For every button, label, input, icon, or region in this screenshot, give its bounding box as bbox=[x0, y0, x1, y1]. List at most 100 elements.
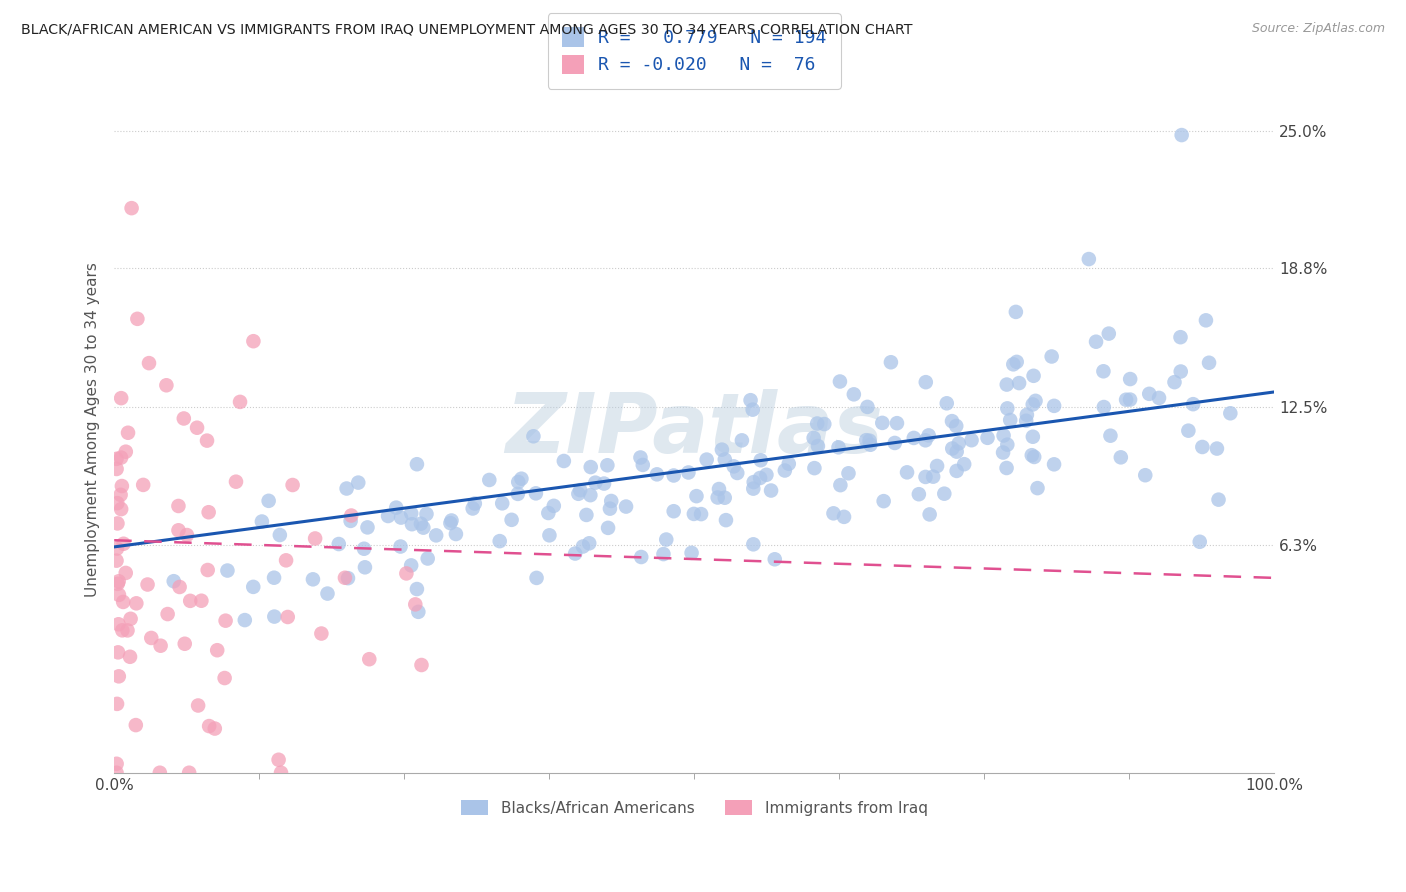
Point bbox=[740, 393, 762, 408]
Point bbox=[567, 487, 589, 501]
Point bbox=[569, 483, 592, 497]
Point bbox=[439, 516, 461, 530]
Point bbox=[204, 722, 226, 736]
Point bbox=[681, 546, 703, 560]
Point bbox=[105, 765, 128, 780]
Point bbox=[773, 463, 796, 477]
Point bbox=[281, 478, 304, 492]
Legend: Blacks/African Americans, Immigrants from Iraq: Blacks/African Americans, Immigrants fro… bbox=[453, 792, 935, 823]
Point bbox=[945, 464, 967, 478]
Point bbox=[229, 395, 252, 409]
Point bbox=[859, 438, 882, 452]
Point bbox=[596, 458, 619, 473]
Point bbox=[1191, 440, 1213, 454]
Point bbox=[105, 756, 128, 771]
Point bbox=[945, 419, 967, 434]
Point bbox=[141, 631, 163, 645]
Point bbox=[1026, 481, 1049, 495]
Point bbox=[416, 551, 439, 566]
Point bbox=[806, 417, 828, 431]
Point bbox=[1170, 330, 1192, 344]
Point bbox=[411, 658, 433, 673]
Point bbox=[1147, 391, 1170, 405]
Point bbox=[749, 471, 772, 485]
Point bbox=[922, 469, 945, 483]
Point bbox=[1206, 442, 1229, 456]
Point bbox=[856, 400, 879, 414]
Point bbox=[110, 450, 132, 465]
Point bbox=[725, 466, 748, 480]
Point bbox=[110, 488, 132, 502]
Point bbox=[995, 401, 1018, 416]
Point bbox=[112, 595, 135, 609]
Point bbox=[108, 588, 131, 602]
Point bbox=[652, 547, 675, 561]
Point bbox=[945, 444, 967, 458]
Point bbox=[742, 475, 765, 489]
Point bbox=[662, 468, 685, 483]
Point bbox=[1099, 428, 1122, 442]
Point bbox=[478, 473, 501, 487]
Point bbox=[112, 537, 135, 551]
Point bbox=[198, 719, 221, 733]
Point bbox=[993, 428, 1015, 442]
Point bbox=[155, 378, 177, 392]
Point bbox=[655, 533, 678, 547]
Point bbox=[488, 534, 510, 549]
Point bbox=[114, 566, 136, 580]
Point bbox=[1005, 305, 1028, 319]
Point bbox=[510, 472, 533, 486]
Point bbox=[706, 491, 728, 505]
Point bbox=[960, 434, 983, 448]
Point bbox=[837, 467, 859, 481]
Point bbox=[167, 499, 190, 513]
Point bbox=[105, 451, 128, 466]
Point bbox=[274, 553, 297, 567]
Point bbox=[803, 461, 825, 475]
Point bbox=[832, 509, 855, 524]
Point bbox=[354, 560, 377, 574]
Point bbox=[1163, 375, 1185, 389]
Point bbox=[749, 453, 772, 467]
Point bbox=[408, 605, 430, 619]
Point bbox=[186, 421, 208, 435]
Point bbox=[197, 563, 219, 577]
Point bbox=[1092, 364, 1115, 378]
Point bbox=[1022, 397, 1045, 411]
Point bbox=[107, 574, 129, 589]
Point bbox=[1115, 392, 1137, 407]
Point bbox=[710, 442, 733, 457]
Point bbox=[914, 470, 936, 484]
Point bbox=[136, 577, 159, 591]
Point bbox=[755, 467, 778, 482]
Point bbox=[250, 515, 273, 529]
Point bbox=[991, 445, 1014, 459]
Point bbox=[269, 528, 291, 542]
Point bbox=[225, 475, 247, 489]
Point bbox=[578, 536, 600, 550]
Point bbox=[858, 434, 880, 448]
Point bbox=[163, 574, 186, 589]
Point bbox=[195, 434, 218, 448]
Point bbox=[205, 643, 228, 657]
Point bbox=[359, 652, 381, 666]
Point bbox=[187, 698, 209, 713]
Point bbox=[149, 639, 172, 653]
Point bbox=[118, 649, 141, 664]
Point bbox=[537, 506, 560, 520]
Point bbox=[1040, 350, 1063, 364]
Point bbox=[823, 506, 845, 520]
Point bbox=[1170, 128, 1192, 142]
Point bbox=[953, 457, 976, 471]
Point bbox=[404, 598, 426, 612]
Point bbox=[461, 501, 484, 516]
Point bbox=[631, 458, 654, 472]
Point bbox=[107, 669, 129, 683]
Point bbox=[690, 507, 713, 521]
Point bbox=[553, 454, 575, 468]
Point bbox=[242, 334, 264, 349]
Point bbox=[925, 458, 948, 473]
Point bbox=[506, 487, 529, 501]
Point bbox=[600, 494, 623, 508]
Point bbox=[914, 434, 936, 448]
